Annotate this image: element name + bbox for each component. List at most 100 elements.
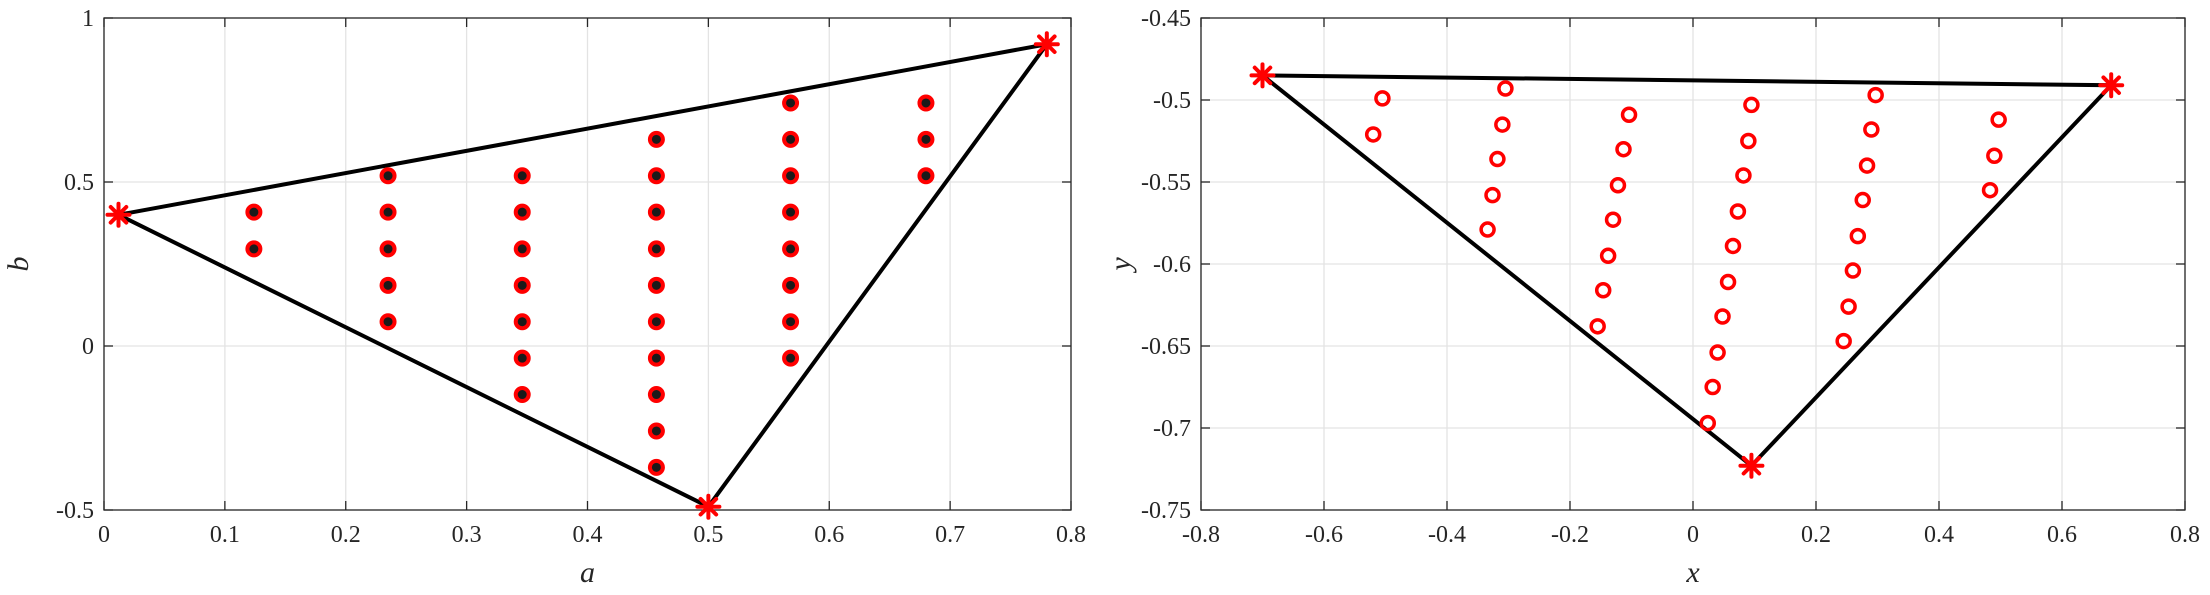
data-point [647, 130, 665, 148]
x-tick-label: 0.6 [2047, 522, 2077, 548]
triangle-outline [112, 41, 1052, 510]
data-point [1494, 116, 1511, 133]
data-point [379, 240, 397, 258]
data-point [1615, 140, 1632, 158]
data-point [379, 203, 397, 221]
data-point [917, 130, 935, 148]
data-point [513, 276, 531, 294]
data-point [647, 422, 665, 440]
data-point [647, 386, 665, 404]
x-tick-label: 0.5 [693, 522, 723, 548]
data-point [1604, 211, 1622, 228]
y-tick-label: 0 [82, 334, 94, 360]
data-point [647, 349, 665, 367]
y-tick-label: -0.7 [1153, 416, 1191, 442]
data-point [1867, 86, 1884, 104]
y-tick-label: -0.45 [1141, 6, 1191, 32]
x-tick-label: -0.4 [1428, 522, 1466, 548]
data-point [245, 203, 263, 221]
y-tick-label: -0.6 [1153, 252, 1191, 278]
y-tick-label: -0.55 [1141, 170, 1191, 196]
x-axis-label: x [1685, 556, 1700, 589]
data-points [1364, 80, 2007, 432]
data-point [1364, 126, 1382, 143]
data-point [782, 313, 800, 331]
data-point [513, 240, 531, 258]
data-point [513, 349, 531, 367]
data-point [1858, 157, 1876, 174]
data-point [1986, 147, 2003, 165]
data-point [1374, 90, 1391, 107]
data-point [1844, 262, 1862, 279]
x-tick-label: -0.8 [1182, 522, 1220, 548]
x-tick-label: 0 [1687, 522, 1699, 548]
vertex-marker [2098, 72, 2125, 99]
data-point [782, 130, 800, 148]
data-point [647, 458, 665, 476]
data-point [379, 313, 397, 331]
data-point [1990, 111, 2007, 128]
y-axis-label: y [1104, 257, 1137, 274]
data-point [1484, 186, 1501, 204]
vertex-marker [105, 201, 132, 228]
data-point [1743, 96, 1760, 114]
x-tick-label: 0.3 [452, 522, 482, 548]
data-point [782, 94, 800, 112]
y-tick-label: -0.5 [56, 498, 94, 524]
y-tick-label: -0.5 [1153, 88, 1191, 114]
x-tick-label: 0.7 [935, 522, 965, 548]
x-tick-label: 0.6 [814, 522, 844, 548]
data-point [1709, 344, 1726, 361]
y-tick-label: -0.75 [1141, 498, 1191, 524]
y-axis-label: b [2, 257, 35, 272]
x-tick-label: 0.8 [1056, 522, 1086, 548]
data-point [379, 167, 397, 185]
right-chart: -0.8 -0.6 -0.4 -0.2 0 0.2 0.4 0.6 0.8 -0.75 -0.7 -0… [1104, 6, 2200, 589]
data-point [917, 94, 935, 112]
data-points [245, 94, 935, 476]
data-point [1497, 80, 1514, 97]
data-point [1704, 378, 1721, 396]
data-point [1699, 414, 1717, 432]
data-point [1981, 181, 1999, 199]
ticks: -0.8 -0.6 -0.4 -0.2 0 0.2 0.4 0.6 0.8 -0.75 -0.7 -0… [1141, 6, 2200, 548]
data-point [647, 240, 665, 258]
data-point [782, 276, 800, 294]
ticks: 0 0.1 0.2 0.3 0.4 0.5 0.6 0.7 0.8-0.500.51 [56, 6, 1086, 548]
data-point [1714, 308, 1731, 325]
data-point [917, 167, 935, 185]
data-point [1863, 121, 1880, 138]
vertex-marker [1033, 31, 1060, 58]
data-point [245, 240, 263, 258]
data-point [1594, 281, 1612, 299]
triangle-outline [1256, 73, 2116, 469]
x-tick-label: 0.4 [1924, 522, 1954, 548]
data-point [647, 167, 665, 185]
x-tick-label: 0.2 [1801, 522, 1831, 548]
data-point [647, 203, 665, 221]
data-point [1609, 177, 1627, 194]
data-point [647, 313, 665, 331]
data-point [513, 203, 531, 221]
x-tick-label: -0.2 [1551, 522, 1589, 548]
y-tick-label: 1 [82, 6, 94, 32]
data-point [782, 349, 800, 367]
data-point [1724, 237, 1742, 255]
data-point [647, 276, 665, 294]
data-point [1849, 227, 1867, 245]
data-point [1589, 318, 1606, 335]
data-point [1740, 132, 1757, 150]
x-tick-label: 0.8 [2170, 522, 2200, 548]
x-axis-label: a [580, 556, 595, 589]
data-point [1719, 273, 1737, 291]
data-point [1599, 247, 1617, 265]
data-point [1735, 167, 1752, 184]
data-point [1729, 203, 1747, 220]
x-tick-label: -0.6 [1305, 522, 1343, 548]
x-tick-label: 0 [98, 522, 110, 548]
data-point [513, 386, 531, 404]
vertex-marker [695, 493, 722, 520]
data-point [513, 167, 531, 185]
